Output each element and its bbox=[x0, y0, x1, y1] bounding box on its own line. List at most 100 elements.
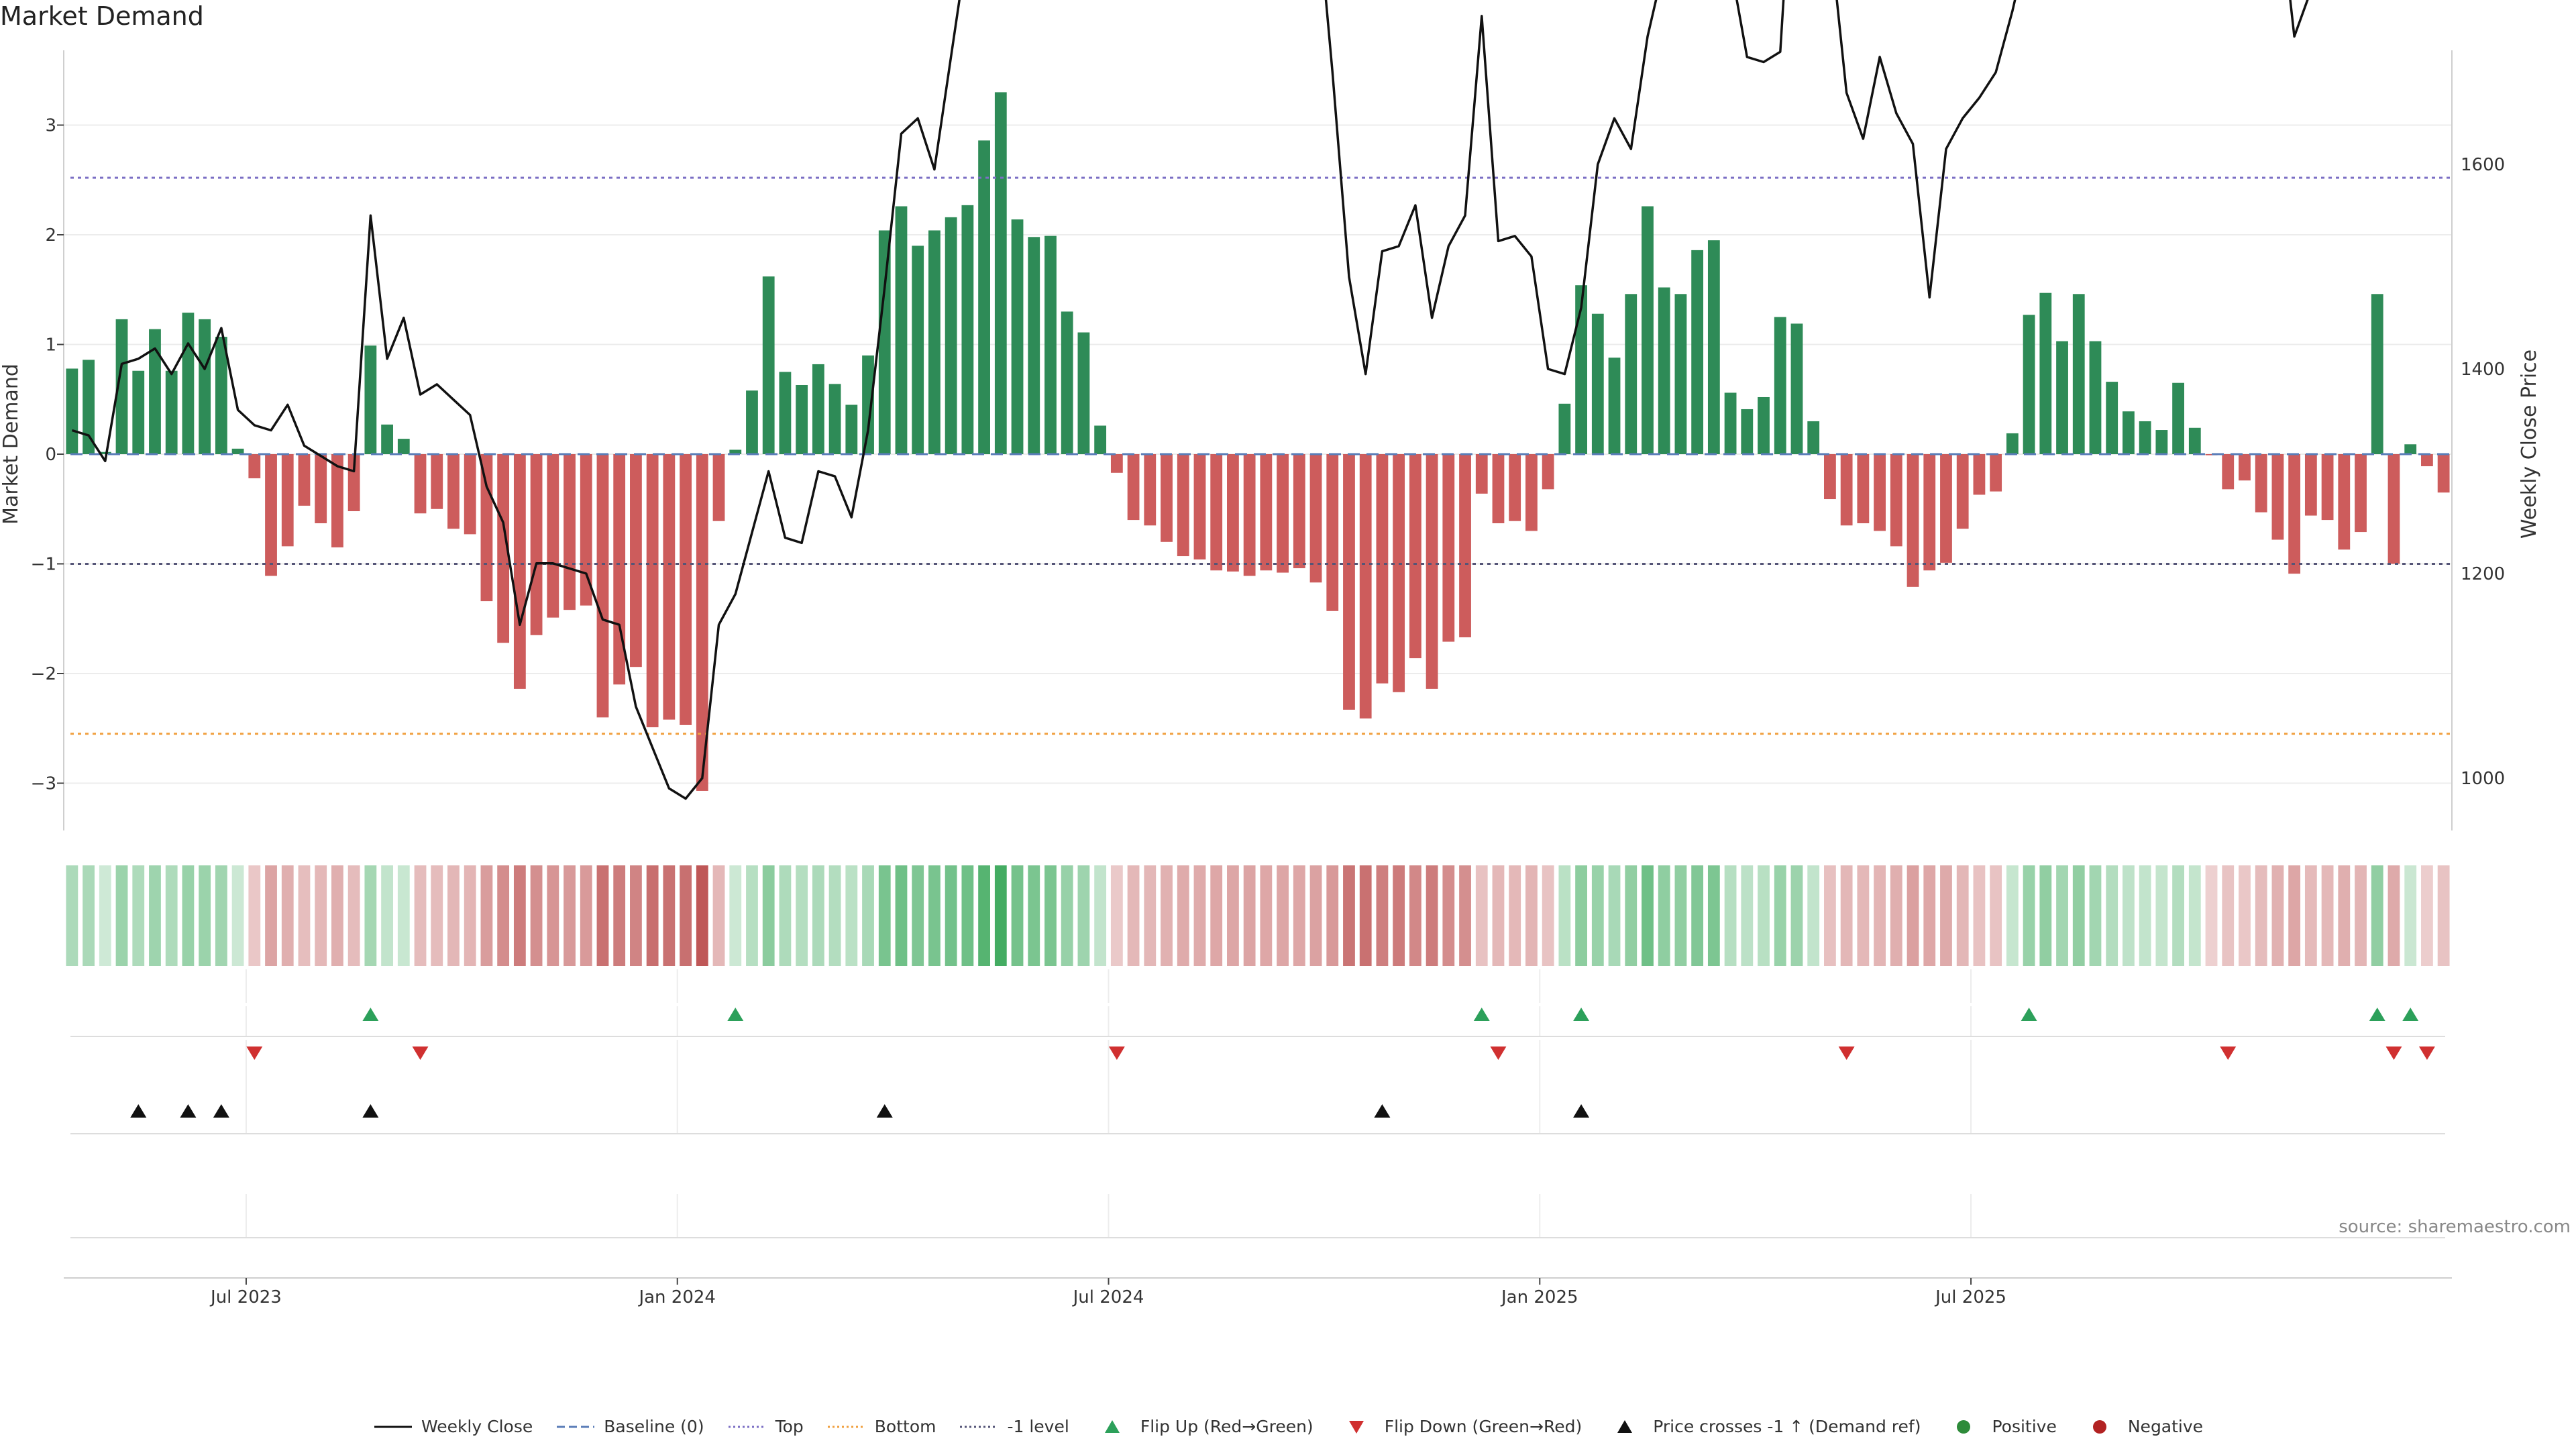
demand-heat-cell bbox=[1558, 865, 1571, 966]
demand-heat-cell bbox=[1077, 865, 1090, 966]
legend-swatch bbox=[960, 1426, 998, 1428]
legend-item: Flip Down (Green→Red) bbox=[1336, 1417, 1582, 1436]
demand-bar bbox=[149, 329, 161, 454]
demand-heat-cell bbox=[331, 865, 343, 966]
demand-heat-cell bbox=[1011, 865, 1024, 966]
demand-bar bbox=[1790, 323, 1803, 454]
demand-heat-cell bbox=[596, 865, 609, 966]
demand-bar bbox=[2271, 454, 2284, 540]
demand-heat-cell bbox=[2255, 865, 2267, 966]
legend-label: -1 level bbox=[1007, 1417, 1069, 1436]
demand-bar bbox=[1243, 454, 1256, 576]
demand-heat-cell bbox=[1525, 865, 1538, 966]
demand-bar bbox=[613, 454, 626, 685]
demand-bar bbox=[1475, 454, 1488, 494]
demand-heat-cell bbox=[2106, 865, 2118, 966]
demand-bar bbox=[1707, 240, 1720, 454]
flip-down-marker bbox=[412, 1046, 429, 1060]
demand-bar bbox=[1874, 454, 1886, 531]
demand-bar bbox=[215, 337, 227, 454]
demand-heat-cell bbox=[1857, 865, 1870, 966]
demand-bar bbox=[762, 276, 775, 454]
demand-heat-cell bbox=[2288, 865, 2301, 966]
demand-heat-cell bbox=[2172, 865, 2184, 966]
demand-heat-cell bbox=[447, 865, 460, 966]
demand-heat-cell bbox=[165, 865, 178, 966]
legend-label: Flip Down (Green→Red) bbox=[1384, 1417, 1582, 1436]
demand-heat-cell bbox=[895, 865, 908, 966]
demand-bar bbox=[845, 405, 858, 454]
demand-heat-cell bbox=[2089, 865, 2102, 966]
demand-bar bbox=[2172, 382, 2184, 454]
demand-bar bbox=[2139, 421, 2151, 454]
y-axis-label: Market Demand bbox=[0, 364, 23, 525]
x-tick-label: Jul 2025 bbox=[1934, 1287, 2006, 1307]
price-cross-marker bbox=[1573, 1104, 1590, 1118]
demand-bar bbox=[2039, 292, 2052, 454]
demand-bar bbox=[2056, 341, 2068, 454]
demand-heat-cell bbox=[1691, 865, 1704, 966]
demand-heat-cell bbox=[1956, 865, 1969, 966]
legend-swatch-mark bbox=[2092, 1419, 2106, 1434]
demand-heat-cell bbox=[1475, 865, 1488, 966]
demand-heat-cell bbox=[480, 865, 493, 966]
demand-bar bbox=[2288, 454, 2301, 574]
legend-label: Price crosses -1 ↑ (Demand ref) bbox=[1653, 1417, 1921, 1436]
demand-heat-cell bbox=[828, 865, 841, 966]
demand-heat-cell bbox=[1790, 865, 1803, 966]
demand-bar bbox=[2255, 454, 2267, 513]
source-credit: source: sharemaestro.com bbox=[2339, 1217, 2571, 1237]
demand-bar bbox=[680, 454, 692, 725]
demand-bar bbox=[2188, 427, 2201, 454]
demand-bar bbox=[182, 313, 195, 454]
legend-swatch bbox=[1348, 1420, 1364, 1434]
demand-bar bbox=[1558, 403, 1571, 454]
legend-swatch bbox=[728, 1426, 766, 1428]
demand-heat-cell bbox=[1658, 865, 1670, 966]
demand-bar bbox=[630, 454, 642, 667]
demand-bar bbox=[2338, 454, 2351, 550]
price-cross-marker bbox=[876, 1104, 893, 1118]
demand-bar bbox=[1608, 358, 1621, 454]
flip-up-marker bbox=[2021, 1008, 2037, 1021]
y2-tick-label: 1200 bbox=[2461, 564, 2505, 584]
demand-bar bbox=[115, 319, 128, 454]
demand-heat-cell bbox=[2355, 865, 2367, 966]
demand-bar bbox=[2072, 294, 2085, 454]
demand-bar bbox=[1409, 454, 1421, 659]
demand-bar bbox=[1459, 454, 1471, 638]
demand-bar bbox=[1011, 219, 1024, 454]
demand-heat-cell bbox=[132, 865, 145, 966]
chart-title: Market Demand bbox=[0, 1, 204, 31]
demand-heat-cell bbox=[1243, 865, 1256, 966]
demand-bar bbox=[712, 454, 725, 521]
demand-heat-cell bbox=[1973, 865, 1986, 966]
demand-heat-cell bbox=[2039, 865, 2052, 966]
price-cross-marker bbox=[213, 1104, 229, 1118]
demand-heat-cell bbox=[2056, 865, 2068, 966]
demand-heat-cell bbox=[1227, 865, 1239, 966]
demand-bar bbox=[663, 454, 676, 720]
demand-bar bbox=[1625, 294, 1638, 454]
demand-heat-cell bbox=[1807, 865, 1820, 966]
demand-heat-cell bbox=[2321, 865, 2334, 966]
demand-heat-cell bbox=[812, 865, 824, 966]
demand-bar bbox=[1940, 454, 1952, 563]
demand-bar bbox=[580, 454, 592, 606]
demand-heat-cell bbox=[298, 865, 311, 966]
demand-bar bbox=[1309, 454, 1322, 583]
demand-heat-cell bbox=[2123, 865, 2135, 966]
demand-bar bbox=[564, 454, 576, 610]
flip-down-marker bbox=[1108, 1046, 1125, 1060]
demand-bar bbox=[464, 454, 476, 535]
demand-bar bbox=[281, 454, 294, 547]
demand-heat-cell bbox=[547, 865, 559, 966]
demand-heat-cell bbox=[1509, 865, 1521, 966]
demand-bar bbox=[1525, 454, 1538, 531]
demand-bar bbox=[231, 448, 244, 454]
demand-heat-cell bbox=[845, 865, 858, 966]
demand-bar bbox=[1210, 454, 1223, 571]
demand-heat-cell bbox=[1575, 865, 1587, 966]
demand-heat-cell bbox=[1990, 865, 2002, 966]
